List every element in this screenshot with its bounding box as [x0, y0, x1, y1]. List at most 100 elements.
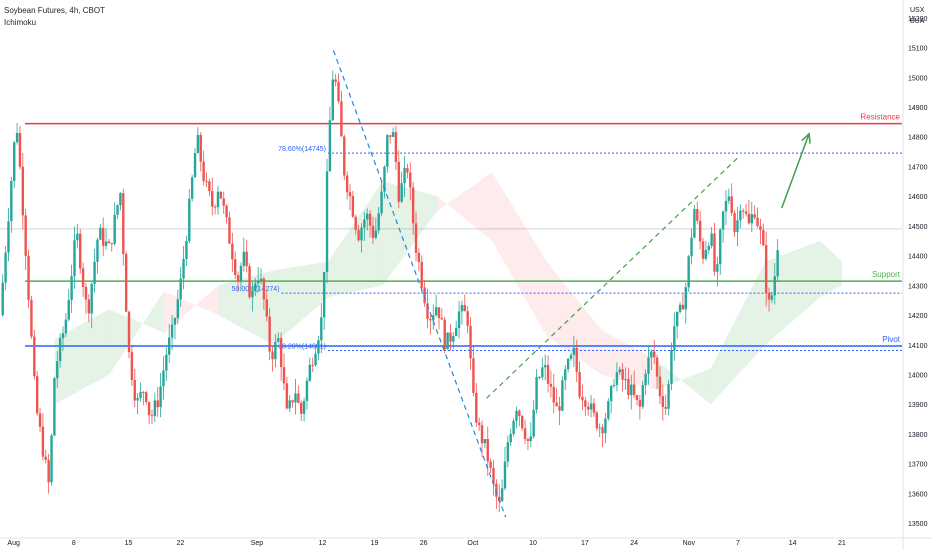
candle-body: [133, 380, 136, 401]
candle-body: [503, 461, 507, 489]
candle-body: [736, 220, 739, 232]
candle-body: [211, 191, 214, 207]
currency-sublabel: BUA: [910, 18, 925, 25]
candle-body: [452, 335, 455, 342]
candle-body: [33, 336, 36, 377]
candle-body: [18, 133, 22, 167]
candle-body: [256, 280, 260, 284]
candle-body: [383, 166, 386, 192]
candle-body: [564, 369, 567, 381]
candle-body: [208, 181, 211, 192]
cloud-segment: [765, 240, 820, 345]
candle-body: [690, 237, 693, 257]
candle-body: [713, 233, 716, 272]
time-tick-label: 24: [630, 540, 638, 547]
time-tick-label: 10: [529, 540, 537, 547]
candle-body: [397, 162, 400, 202]
candle-body: [388, 135, 392, 137]
time-tick-label: 26: [420, 540, 428, 547]
candle-body: [380, 191, 383, 214]
candle-body: [139, 392, 142, 398]
candle-body: [463, 305, 467, 312]
candle-body: [417, 252, 421, 262]
candle-body: [684, 287, 687, 310]
candle-body: [127, 311, 131, 353]
candle-body: [35, 376, 39, 414]
level-name: Pivot: [882, 335, 901, 344]
candle-body: [173, 318, 177, 325]
candle-body: [681, 304, 685, 310]
candle-body: [225, 205, 228, 218]
candle-body: [733, 212, 736, 232]
candle-body: [762, 230, 765, 246]
candle-body: [572, 347, 576, 355]
candle-body: [67, 300, 70, 320]
candle-body: [403, 168, 406, 184]
cloud-segment: [218, 270, 274, 345]
candle-body: [242, 251, 246, 266]
candle-body: [81, 268, 85, 287]
candle-body: [159, 386, 162, 408]
candle-body: [650, 351, 653, 358]
candle-body: [87, 299, 91, 314]
candle-body: [234, 259, 237, 276]
candle-body: [179, 278, 182, 300]
candle-body: [291, 400, 294, 403]
candle-body: [345, 175, 349, 193]
candle-body: [773, 276, 776, 296]
price-tick-label: 14500: [908, 224, 928, 231]
candle-body: [492, 467, 495, 484]
candle-body: [107, 241, 111, 244]
candle-body: [394, 132, 398, 163]
candle-body: [122, 193, 125, 254]
candle-body: [282, 367, 286, 384]
candle-body: [495, 483, 498, 497]
price-tick-label: 13700: [908, 462, 928, 469]
candle-body: [721, 211, 725, 230]
indicator-label: Ichimoku: [4, 18, 37, 27]
candle-body: [770, 295, 774, 300]
candle-body: [56, 361, 59, 379]
candle-body: [41, 426, 45, 457]
candle-body: [615, 372, 619, 385]
candle-body: [767, 293, 771, 300]
candle-body: [589, 403, 593, 410]
arrow-head: [801, 132, 811, 144]
candle-body: [231, 243, 234, 260]
price-tick-label: 15000: [908, 75, 928, 82]
cloud-segment: [820, 240, 842, 298]
time-tick-label: 12: [319, 540, 327, 547]
chart-title: Soybean Futures, 4h, CBOT: [4, 6, 105, 15]
candle-body: [351, 196, 355, 217]
candle-body: [176, 299, 180, 319]
candle-body: [277, 338, 280, 342]
candle-body: [113, 214, 116, 244]
candle-body: [741, 210, 745, 212]
candle-body: [199, 134, 202, 162]
candle-body: [595, 412, 599, 429]
price-tick-label: 13600: [908, 491, 928, 498]
candle-body: [96, 239, 99, 262]
candle-body: [641, 385, 644, 407]
candle-body: [196, 134, 200, 153]
price-tick-label: 13500: [908, 521, 928, 528]
candles: [1, 70, 779, 513]
candle-body: [24, 215, 27, 256]
candle-body: [670, 349, 673, 384]
candle-body: [185, 241, 188, 260]
price-axis: USX BUA 13500 13600 13700 13800 13900 14000 1410…: [902, 0, 932, 550]
candle-body: [271, 351, 274, 360]
cloud-segment: [656, 359, 711, 405]
candle-body: [70, 276, 73, 301]
candle-body: [162, 370, 165, 387]
candle-body: [466, 311, 469, 326]
candle-body: [30, 299, 33, 337]
candle-body: [575, 347, 578, 373]
candle-body: [294, 393, 297, 403]
candle-body: [288, 400, 291, 409]
candle-body: [609, 386, 613, 402]
cloud-segment: [109, 291, 164, 375]
candle-body: [759, 226, 762, 231]
